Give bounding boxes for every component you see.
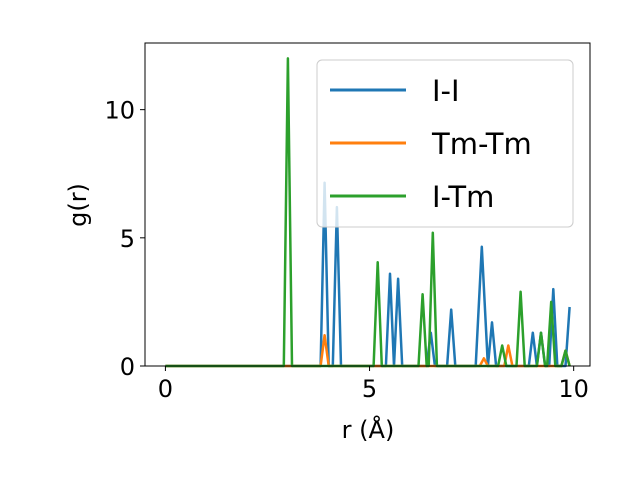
y-tick-label: 0 bbox=[120, 353, 135, 381]
x-tick-label: 5 bbox=[362, 375, 377, 403]
legend-box bbox=[316, 59, 574, 228]
legend-label-i-i: I-I bbox=[432, 74, 460, 108]
series-line-tm-tm bbox=[165, 333, 571, 368]
y-axis-label: g(r) bbox=[64, 183, 92, 227]
y-tick-label: 10 bbox=[104, 97, 135, 125]
y-axis-ticks: 0 5 10 bbox=[104, 97, 145, 381]
x-axis-label: r (Å) bbox=[342, 415, 395, 444]
plot-frame bbox=[144, 42, 591, 367]
legend-label-tm-tm: Tm-Tm bbox=[431, 127, 532, 161]
series-line-i-tm bbox=[165, 57, 571, 368]
x-tick-label: 0 bbox=[158, 375, 173, 403]
x-tick-label: 10 bbox=[558, 375, 589, 403]
legend: I-I Tm-Tm I-Tm bbox=[316, 59, 574, 228]
y-tick-label: 5 bbox=[120, 225, 135, 253]
x-axis-ticks: 0 5 10 bbox=[158, 366, 589, 403]
legend-label-i-tm: I-Tm bbox=[432, 180, 494, 214]
